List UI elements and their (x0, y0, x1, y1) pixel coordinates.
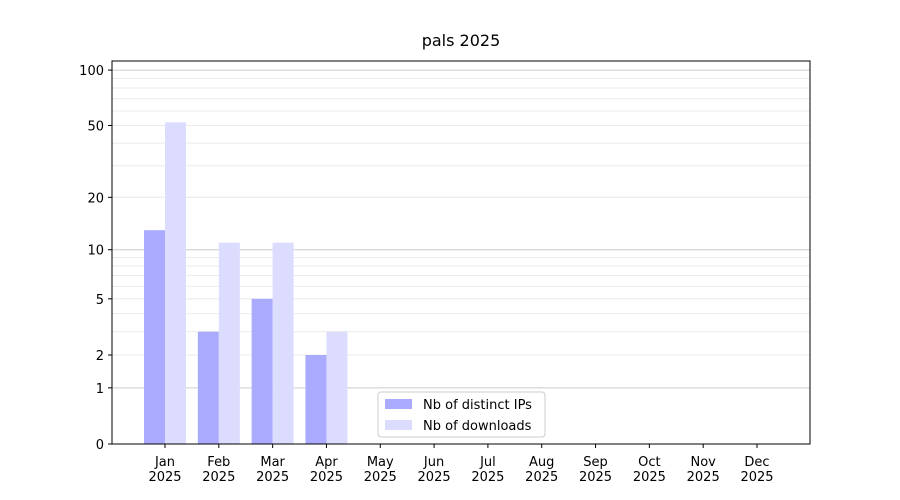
bar (326, 331, 348, 444)
bar (165, 122, 186, 445)
y-tick-label: 10 (87, 244, 104, 259)
x-tick-label: Mar 2025 (256, 455, 289, 485)
plot-frame (111, 60, 811, 445)
legend-label: Nb of downloads (423, 419, 532, 434)
legend-box (377, 391, 546, 438)
bar (305, 354, 327, 444)
bar (144, 230, 165, 444)
x-tick-label: Jul 2025 (471, 455, 504, 485)
x-tick-label: Sep 2025 (579, 455, 612, 485)
bar (272, 242, 294, 444)
y-tick-label: 5 (96, 293, 104, 308)
x-tick-label: Oct 2025 (633, 455, 666, 485)
x-tick-label: Nov 2025 (687, 455, 720, 485)
bar (197, 331, 219, 444)
y-tick-label: 2 (96, 349, 104, 364)
x-tick-label: Apr 2025 (310, 455, 343, 485)
x-tick-label: Jan 2025 (148, 455, 181, 485)
x-tick-label: Jun 2025 (418, 455, 451, 485)
x-tick-label: Feb 2025 (202, 455, 235, 485)
y-tick-label: 0 (96, 438, 104, 453)
y-tick-label: 50 (87, 119, 104, 134)
legend-label: Nb of distinct IPs (423, 398, 532, 413)
x-tick-label: Dec 2025 (740, 455, 773, 485)
bar (218, 242, 240, 444)
chart-title: pals 2025 (422, 31, 501, 50)
y-tick-label: 100 (79, 64, 104, 79)
y-tick-label: 1 (96, 382, 104, 397)
y-tick-label: 20 (87, 191, 104, 206)
x-tick-label: May 2025 (364, 455, 397, 485)
legend-swatch (385, 399, 412, 409)
x-tick-label: Aug 2025 (525, 455, 558, 485)
legend-swatch (385, 420, 412, 430)
bar (251, 298, 273, 444)
